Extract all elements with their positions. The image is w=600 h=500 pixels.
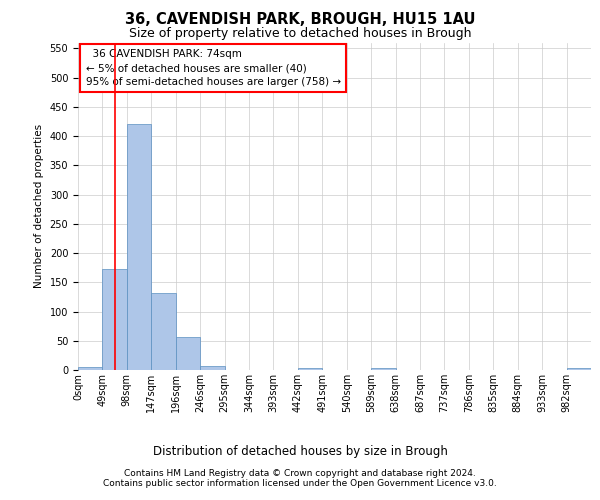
- Text: 36, CAVENDISH PARK, BROUGH, HU15 1AU: 36, CAVENDISH PARK, BROUGH, HU15 1AU: [125, 12, 475, 28]
- Bar: [78, 367, 103, 370]
- Text: Contains HM Land Registry data © Crown copyright and database right 2024.: Contains HM Land Registry data © Crown c…: [124, 468, 476, 477]
- Bar: [298, 368, 322, 370]
- Text: Contains public sector information licensed under the Open Government Licence v3: Contains public sector information licen…: [103, 478, 497, 488]
- Bar: [566, 368, 591, 370]
- Bar: [103, 269, 127, 370]
- Bar: [200, 366, 224, 370]
- Bar: [151, 294, 176, 370]
- Text: 36 CAVENDISH PARK: 74sqm
← 5% of detached houses are smaller (40)
95% of semi-de: 36 CAVENDISH PARK: 74sqm ← 5% of detache…: [86, 49, 341, 87]
- Bar: [371, 368, 395, 370]
- Text: Size of property relative to detached houses in Brough: Size of property relative to detached ho…: [129, 28, 471, 40]
- Bar: [176, 336, 200, 370]
- Bar: [127, 124, 151, 370]
- Y-axis label: Number of detached properties: Number of detached properties: [34, 124, 44, 288]
- Text: Distribution of detached houses by size in Brough: Distribution of detached houses by size …: [152, 444, 448, 458]
